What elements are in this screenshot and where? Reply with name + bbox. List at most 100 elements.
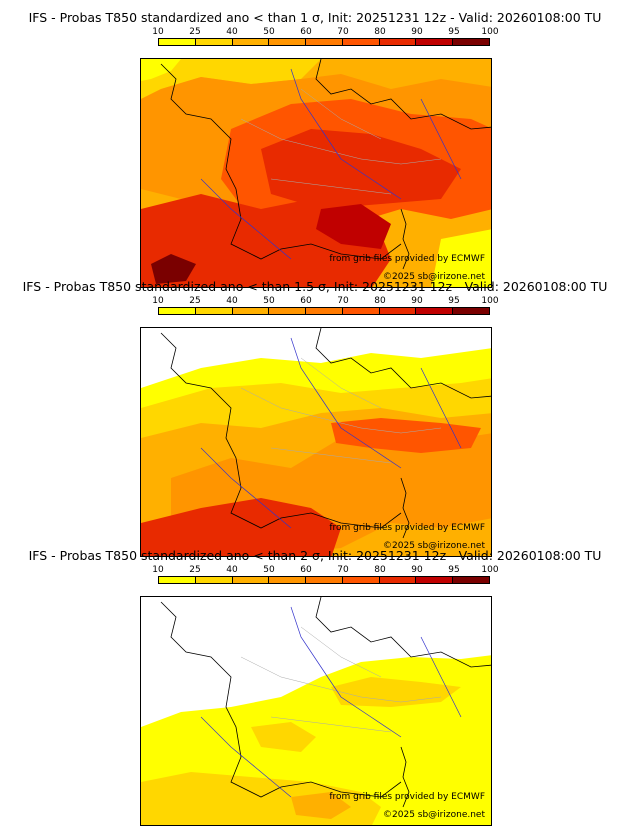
colorbar-segment — [453, 308, 490, 314]
island-coast — [400, 746, 410, 808]
colorbar-segment — [416, 308, 454, 314]
island-coast — [400, 477, 410, 539]
colorbar-tick-label: 50 — [263, 296, 275, 306]
colorbar-segment — [379, 577, 417, 583]
field-25-40 — [141, 59, 321, 99]
colorbar-segment — [232, 39, 270, 45]
colorbar-tick-label: 90 — [411, 27, 423, 37]
colorbar-tick-label: 80 — [374, 27, 386, 37]
colorbar-segment — [416, 39, 454, 45]
field-90-95 — [316, 204, 391, 249]
colorbar-tick-label: 100 — [481, 565, 499, 575]
colorbar-segment — [269, 308, 307, 314]
rivers — [200, 68, 462, 260]
colorbar-tick-label: 100 — [481, 296, 499, 306]
colorbar-segment — [342, 39, 380, 45]
probability-map: from grib files provided by ECMWF ©2025 … — [140, 58, 492, 288]
colorbar-segment — [195, 39, 233, 45]
colorbar-tick-label: 10 — [152, 296, 164, 306]
probability-map: from grib files provided by ECMWF ©2025 … — [140, 327, 492, 557]
map-graphic — [141, 597, 491, 825]
colorbar-segment — [159, 577, 196, 583]
panel-title: IFS - Probas T850 standardized ano < tha… — [28, 548, 602, 563]
admin-borders — [240, 626, 442, 733]
map-panel-1: IFS - Probas T850 standardized ano < tha… — [0, 10, 630, 288]
copyright-text: ©2025 sb@irizone.net — [383, 272, 485, 282]
colorbar-tick-label: 50 — [263, 27, 275, 37]
map-graphic — [141, 59, 491, 287]
colorbar-tick-label: 80 — [374, 565, 386, 575]
colorbar-segment — [306, 308, 343, 314]
coastline-north — [315, 328, 491, 399]
colorbar-tick-label: 70 — [337, 27, 349, 37]
colorbar-tick-label: 70 — [337, 565, 349, 575]
colorbar-segment — [379, 308, 417, 314]
colorbar-tick-label: 70 — [337, 296, 349, 306]
field-80-90 — [261, 129, 461, 209]
island-coast — [400, 208, 410, 270]
colorbar — [158, 307, 490, 315]
rivers — [200, 606, 462, 798]
colorbar-tick-label: 60 — [300, 27, 312, 37]
colorbar-tick-label: 60 — [300, 565, 312, 575]
copyright-text: ©2025 sb@irizone.net — [383, 541, 485, 551]
colorbar-tick-label: 40 — [226, 27, 238, 37]
colorbar-segment — [232, 577, 270, 583]
colorbar-tick-label: 80 — [374, 296, 386, 306]
colorbar-segment — [453, 39, 490, 45]
field-10-25 — [141, 59, 181, 81]
field-25-40 — [331, 677, 461, 707]
colorbar-tick-label: 100 — [481, 27, 499, 37]
colorbar-tick-label: 50 — [263, 565, 275, 575]
probability-map: from grib files provided by ECMWF ©2025 … — [140, 596, 492, 826]
colorbar-segment — [453, 577, 490, 583]
colorbar-segment — [232, 308, 270, 314]
map-panel-3: IFS - Probas T850 standardized ano < tha… — [0, 548, 630, 826]
field-70-80 — [331, 418, 481, 453]
colorbar-tick-label: 25 — [189, 296, 201, 306]
colorbar — [158, 576, 490, 584]
colorbar-tick-label: 60 — [300, 296, 312, 306]
field-80-90 — [141, 498, 341, 556]
colorbar-segment — [269, 39, 307, 45]
coastline — [160, 601, 402, 798]
map-graphic — [141, 328, 491, 556]
field-sea-10-25 — [431, 229, 491, 287]
colorbar-tick-label: 90 — [411, 296, 423, 306]
field-40-50 — [291, 792, 351, 819]
colorbar-tick-label: 40 — [226, 565, 238, 575]
panel-title: IFS - Probas T850 standardized ano < tha… — [28, 10, 602, 25]
provider-credit: from grib files provided by ECMWF — [329, 792, 485, 802]
field-25-40-west — [251, 722, 316, 752]
provider-credit: from grib files provided by ECMWF — [329, 523, 485, 533]
colorbar-labels: 10 25 40 50 60 70 80 90 95 100 — [0, 27, 630, 37]
coastline — [160, 63, 402, 260]
colorbar-tick-label: 95 — [448, 27, 460, 37]
colorbar-segment — [306, 577, 343, 583]
colorbar-tick-label: 90 — [411, 565, 423, 575]
colorbar-tick-label: 10 — [152, 565, 164, 575]
colorbar-segment — [342, 577, 380, 583]
colorbar-tick-label: 10 — [152, 27, 164, 37]
colorbar — [158, 38, 490, 46]
copyright-text: ©2025 sb@irizone.net — [383, 810, 485, 820]
colorbar-segment — [159, 39, 196, 45]
colorbar-segment — [159, 308, 196, 314]
colorbar-segment — [342, 308, 380, 314]
coastline-north — [315, 59, 491, 130]
rivers — [200, 337, 462, 529]
provider-credit: from grib files provided by ECMWF — [329, 254, 485, 264]
admin-borders — [240, 88, 442, 195]
map-panel-2: IFS - Probas T850 standardized ano < tha… — [0, 279, 630, 557]
colorbar-tick-label: 25 — [189, 27, 201, 37]
colorbar-labels: 10 25 40 50 60 70 80 90 95 100 — [0, 296, 630, 306]
colorbar-segment — [269, 577, 307, 583]
colorbar-tick-label: 25 — [189, 565, 201, 575]
colorbar-tick-label: 95 — [448, 296, 460, 306]
colorbar-labels: 10 25 40 50 60 70 80 90 95 100 — [0, 565, 630, 575]
field-95-100 — [151, 254, 196, 284]
coastline-north — [315, 597, 491, 668]
coastline — [160, 332, 402, 529]
admin-borders — [240, 357, 442, 464]
panel-title: IFS - Probas T850 standardized ano < tha… — [22, 279, 608, 294]
